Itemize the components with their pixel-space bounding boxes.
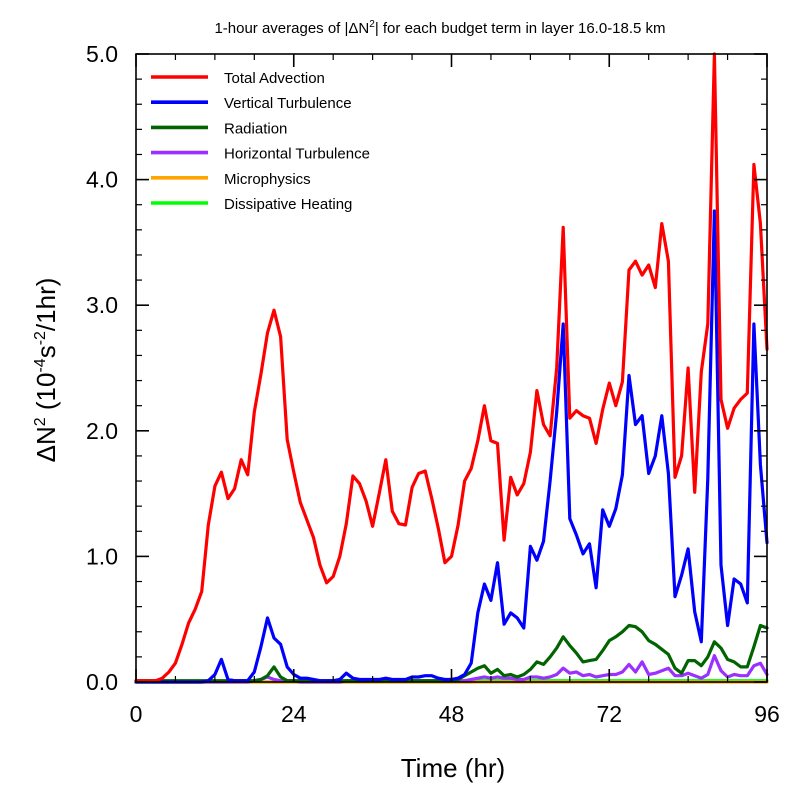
x-axis-label: Time (hr) <box>401 753 505 783</box>
x-tick-label: 0 <box>130 701 143 727</box>
series-line-0 <box>134 52 769 683</box>
y-tick-label: 2.0 <box>86 418 118 444</box>
y-tick-label: 1.0 <box>86 543 118 569</box>
legend-label: Microphysics <box>224 171 311 188</box>
series-line-1 <box>134 209 769 684</box>
x-tick-label: 24 <box>281 701 307 727</box>
legend-label: Vertical Turbulence <box>224 95 352 112</box>
y-axis-label: ΔN2 (10-4s-2/1hr) <box>31 278 61 463</box>
y-tick-label: 5.0 <box>86 41 118 67</box>
axis-tick-labels: 0 24 48 72 96 0.0 1.0 2.0 3.0 4.0 5.0 <box>86 41 780 727</box>
y-tick-label: 3.0 <box>86 292 118 318</box>
y-tick-label: 0.0 <box>86 669 118 695</box>
legend: Total Advection Vertical Turbulence Radiat… <box>151 70 370 213</box>
y-tick-label: 4.0 <box>86 167 118 193</box>
chart-title: 1-hour averages of |ΔN2| for each budget… <box>214 19 665 37</box>
x-tick-label: 72 <box>596 701 622 727</box>
legend-label: Dissipative Heating <box>224 196 352 213</box>
x-tick-label: 48 <box>439 701 465 727</box>
legend-label: Horizontal Turbulence <box>224 146 370 163</box>
legend-label: Radiation <box>224 120 287 137</box>
legend-label: Total Advection <box>224 70 325 87</box>
axis-ticks <box>135 53 768 683</box>
x-tick-label: 96 <box>754 701 780 727</box>
